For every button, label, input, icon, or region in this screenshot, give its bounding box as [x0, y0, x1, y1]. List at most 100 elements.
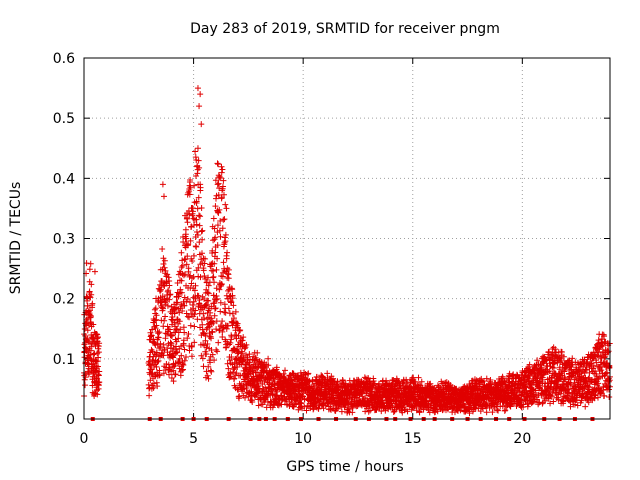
data-point — [95, 345, 102, 352]
data-point — [401, 407, 408, 414]
data-point — [187, 237, 194, 244]
data-point — [205, 375, 212, 382]
data-point — [226, 310, 233, 317]
data-point — [193, 243, 200, 250]
data-point — [215, 191, 222, 198]
data-point — [182, 271, 189, 278]
data-point — [156, 345, 163, 352]
data-point — [230, 302, 237, 309]
data-point — [211, 260, 218, 267]
data-point — [198, 121, 205, 128]
data-point — [210, 319, 217, 326]
data-point — [184, 219, 191, 226]
data-point — [214, 160, 221, 167]
data-point — [164, 271, 171, 278]
data-point — [199, 236, 206, 243]
data-point — [315, 405, 322, 412]
data-point — [217, 308, 224, 315]
data-point — [265, 362, 272, 369]
data-point — [177, 372, 184, 379]
data-point — [211, 279, 218, 286]
data-point — [188, 280, 195, 287]
data-point — [190, 298, 197, 305]
data-point — [181, 346, 188, 353]
data-point — [182, 226, 189, 233]
y-tick-label: 0 — [66, 412, 75, 428]
data-point — [212, 234, 219, 241]
data-point — [193, 200, 200, 207]
data-point — [181, 302, 188, 309]
data-point — [200, 267, 207, 274]
data-point — [153, 312, 160, 319]
y-axis-label: SRMTID / TECUs — [8, 182, 24, 295]
data-point — [222, 231, 229, 238]
data-point — [229, 286, 236, 293]
data-point — [208, 368, 215, 375]
data-point — [180, 324, 187, 331]
data-point — [87, 260, 94, 267]
data-point — [155, 334, 162, 341]
data-point — [209, 351, 216, 358]
data-point — [210, 268, 217, 275]
data-point — [335, 405, 342, 412]
data-point — [185, 331, 192, 337]
data-point — [215, 339, 222, 346]
data-point — [298, 400, 305, 407]
data-point — [146, 392, 153, 399]
data-point — [219, 328, 226, 335]
data-point — [219, 183, 226, 190]
data-point — [186, 347, 193, 354]
data-point — [152, 325, 159, 332]
data-point — [154, 358, 161, 365]
data-point — [157, 288, 164, 295]
data-point — [336, 384, 343, 391]
data-point — [221, 234, 228, 241]
data-point — [219, 166, 226, 173]
data-point — [156, 371, 163, 378]
data-point — [213, 326, 220, 333]
data-point — [483, 409, 490, 416]
data-point — [219, 318, 226, 325]
data-point — [187, 184, 194, 191]
data-point — [150, 315, 157, 322]
data-point — [263, 367, 270, 374]
data-point — [177, 286, 184, 293]
data-point — [391, 408, 398, 415]
data-point — [338, 408, 345, 415]
data-point — [165, 287, 172, 294]
data-point — [194, 232, 201, 239]
data-point — [225, 275, 232, 282]
data-point — [198, 228, 205, 235]
data-point — [81, 325, 88, 332]
data-point — [187, 176, 194, 183]
data-point — [81, 376, 88, 383]
data-point — [250, 353, 257, 360]
data-point — [96, 368, 103, 375]
x-tick-label: 5 — [189, 431, 198, 447]
data-point — [216, 227, 223, 234]
data-point — [188, 353, 195, 360]
data-point — [148, 332, 155, 339]
data-point — [189, 208, 196, 215]
data-point — [217, 233, 224, 240]
x-tick-label: 15 — [404, 431, 422, 447]
data-point — [212, 249, 219, 256]
data-point — [258, 359, 265, 366]
data-point — [235, 349, 242, 356]
data-point — [181, 357, 188, 364]
data-point — [174, 349, 181, 356]
data-point — [157, 340, 164, 347]
data-point — [226, 374, 233, 381]
data-point — [161, 257, 168, 264]
data-point — [94, 375, 101, 382]
data-point — [184, 296, 191, 303]
data-point — [225, 287, 232, 294]
data-point — [228, 299, 235, 306]
x-tick-label: 0 — [80, 431, 89, 447]
data-points — [81, 85, 613, 421]
data-point — [171, 363, 178, 370]
data-point — [166, 296, 173, 303]
data-point — [191, 323, 198, 330]
data-point — [157, 286, 164, 293]
data-point — [165, 274, 172, 281]
